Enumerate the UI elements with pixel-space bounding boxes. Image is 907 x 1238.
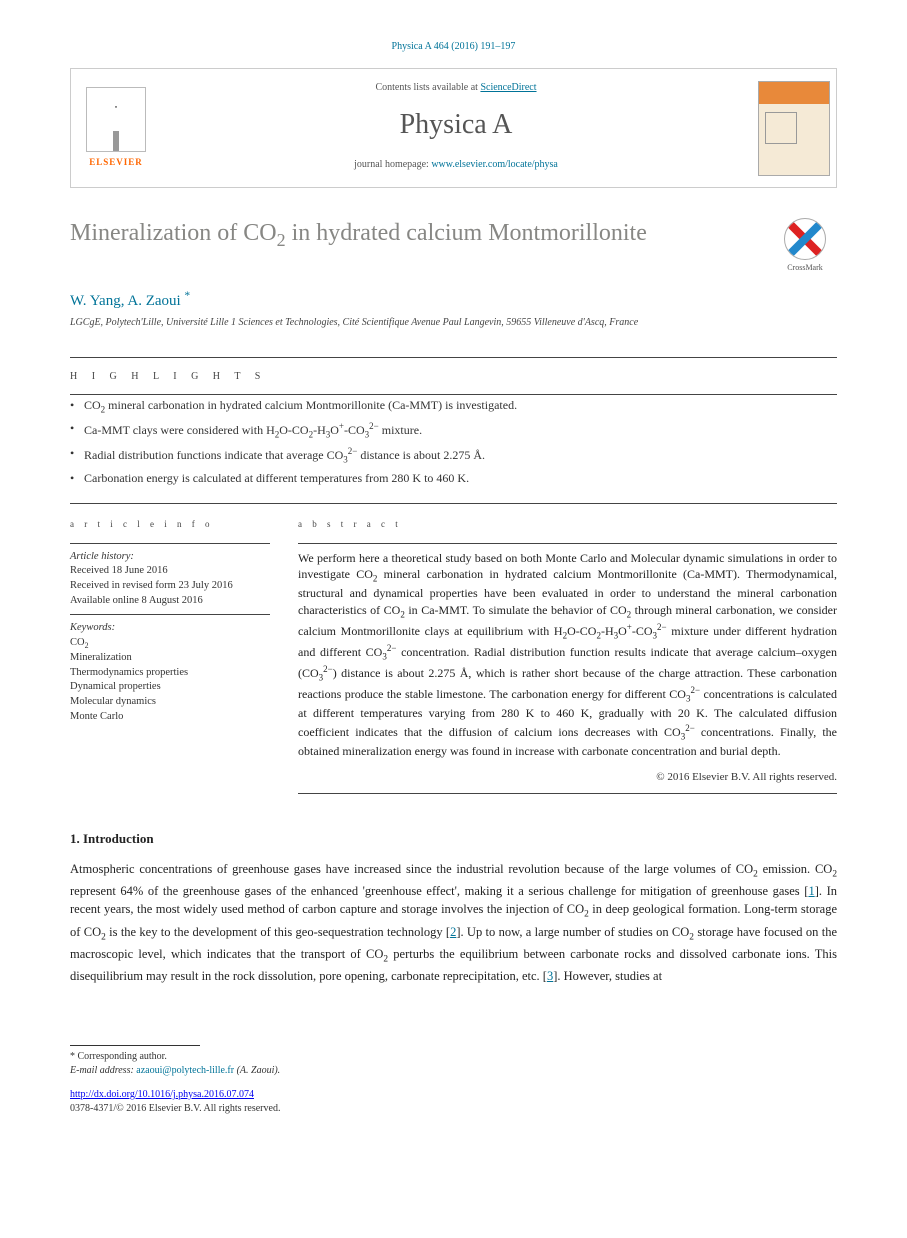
email-line: E-mail address: azaoui@polytech-lille.fr… — [70, 1064, 837, 1078]
abstract-column: a b s t r a c t We perform here a theore… — [298, 508, 837, 800]
introduction-body: Atmospheric concentrations of greenhouse… — [70, 860, 837, 985]
copyright-line: © 2016 Elsevier B.V. All rights reserved… — [298, 770, 837, 785]
highlight-item: Ca-MMT clays were considered with H2O-CO… — [70, 418, 837, 443]
homepage-prefix: journal homepage: — [354, 159, 431, 170]
journal-banner: ELSEVIER Contents lists available at Sci… — [70, 68, 837, 188]
article-info-label: a r t i c l e i n f o — [70, 508, 270, 537]
section-heading-introduction: 1. Introduction — [70, 830, 837, 848]
banner-center: Contents lists available at ScienceDirec… — [161, 69, 751, 187]
citation-line: Physica A 464 (2016) 191–197 — [70, 40, 837, 54]
divider — [70, 543, 270, 544]
history-received: Received 18 June 2016 — [70, 564, 270, 579]
email-label: E-mail address: — [70, 1065, 136, 1076]
elsevier-tree-icon — [86, 87, 146, 152]
homepage-line: journal homepage: www.elsevier.com/locat… — [161, 158, 751, 172]
keyword-item: Monte Carlo — [70, 710, 270, 725]
affiliation: LGCgE, Polytech'Lille, Université Lille … — [70, 316, 837, 329]
keyword-item: Molecular dynamics — [70, 695, 270, 710]
history-online: Available online 8 August 2016 — [70, 594, 270, 609]
author-email-link[interactable]: azaoui@polytech-lille.fr — [136, 1065, 234, 1076]
homepage-link[interactable]: www.elsevier.com/locate/physa — [431, 159, 558, 170]
footnotes: Corresponding author. E-mail address: az… — [70, 1045, 837, 1116]
elsevier-wordmark: ELSEVIER — [89, 156, 143, 169]
keywords-label: Keywords: — [70, 621, 270, 636]
journal-cover-thumb — [758, 81, 830, 176]
journal-name: Physica A — [161, 105, 751, 144]
article-info-column: a r t i c l e i n f o Article history: R… — [70, 508, 270, 800]
highlight-item: Carbonation energy is calculated at diff… — [70, 468, 837, 489]
author-list: W. Yang, A. Zaoui * — [70, 289, 837, 312]
abstract-body: We perform here a theoretical study base… — [298, 550, 837, 760]
divider — [298, 793, 837, 794]
keyword-item: Thermodynamics properties — [70, 666, 270, 681]
issn-line: 0378-4371/© 2016 Elsevier B.V. All right… — [70, 1102, 837, 1116]
keyword-item: Mineralization — [70, 651, 270, 666]
highlight-item: Radial distribution functions indicate t… — [70, 443, 837, 468]
article-title: Mineralization of CO2 in hydrated calciu… — [70, 218, 753, 251]
crossmark-icon — [784, 218, 826, 260]
keywords-block: CO2MineralizationThermodynamics properti… — [70, 636, 270, 725]
history-revised: Received in revised form 23 July 2016 — [70, 579, 270, 594]
history-label: Article history: — [70, 550, 270, 565]
journal-cover-thumb-wrap — [751, 69, 836, 187]
contents-available-line: Contents lists available at ScienceDirec… — [161, 81, 751, 95]
divider — [298, 543, 837, 544]
highlights-list: CO2 mineral carbonation in hydrated calc… — [70, 395, 837, 503]
sciencedirect-link[interactable]: ScienceDirect — [480, 82, 536, 93]
highlights-label: h i g h l i g h t s — [70, 358, 837, 394]
email-person: (A. Zaoui). — [234, 1065, 280, 1076]
footnote-rule — [70, 1045, 200, 1046]
highlight-item: CO2 mineral carbonation in hydrated calc… — [70, 395, 837, 418]
abstract-label: a b s t r a c t — [298, 508, 837, 537]
contents-prefix: Contents lists available at — [375, 82, 480, 93]
crossmark-label: CrossMark — [787, 262, 823, 273]
corresponding-author-note: Corresponding author. — [70, 1050, 837, 1064]
publisher-logo-block: ELSEVIER — [71, 69, 161, 187]
divider — [70, 614, 270, 615]
crossmark-badge[interactable]: CrossMark — [773, 218, 837, 273]
keyword-item: Dynamical properties — [70, 680, 270, 695]
doi-link[interactable]: http://dx.doi.org/10.1016/j.physa.2016.0… — [70, 1089, 254, 1100]
keyword-item: CO2 — [70, 636, 270, 651]
